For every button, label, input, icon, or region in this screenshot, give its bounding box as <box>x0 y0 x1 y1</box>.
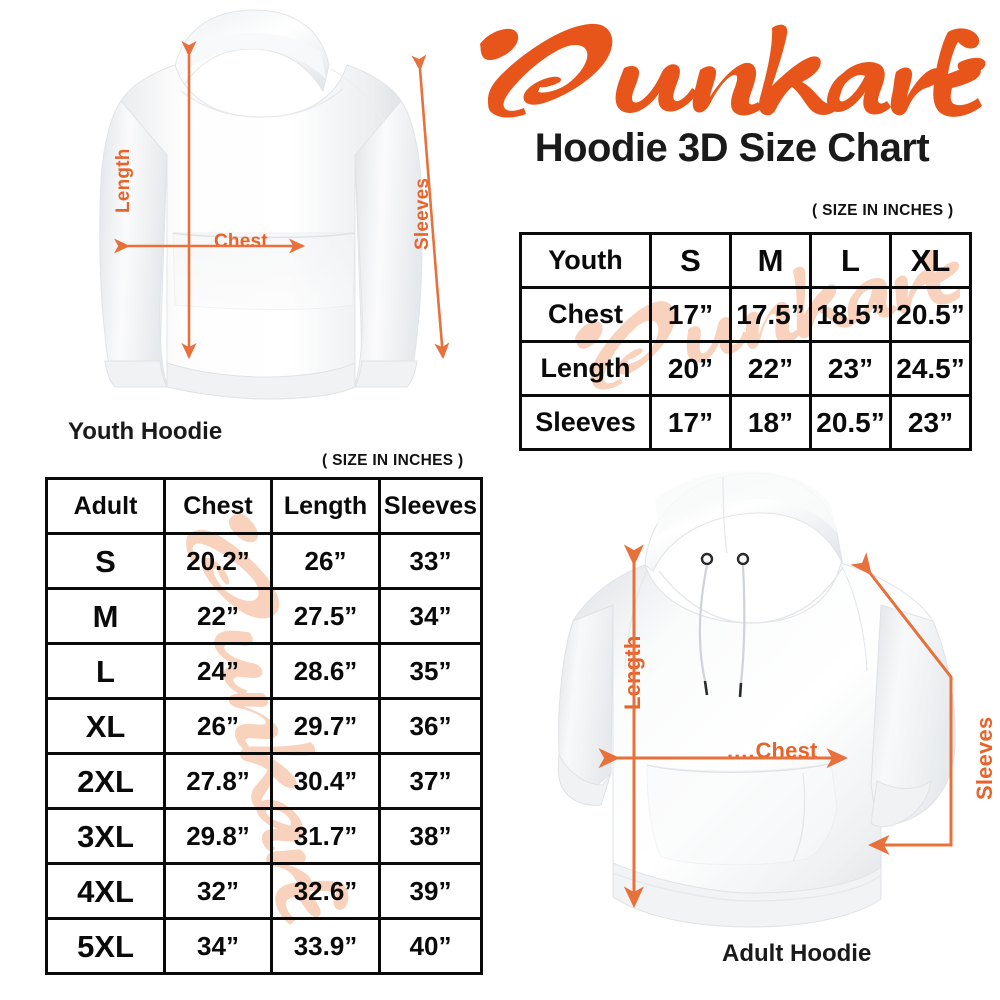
adult-cell: 30.4” <box>270 752 381 810</box>
adult-cell: 26” <box>163 697 273 755</box>
adult-col-header: Sleeves <box>378 477 483 535</box>
adult-cell: 33.9” <box>270 917 381 975</box>
youth-size-table: Youth S M L XL Chest 17” 17.5” 18.5” 20.… <box>519 232 972 451</box>
youth-cell: 20.5” <box>889 286 972 343</box>
adult-cell: 32.6” <box>270 862 381 920</box>
table-row: Adult Chest Length Sleeves <box>45 477 483 535</box>
adult-cell: 31.7” <box>270 807 381 865</box>
adult-cell: 36” <box>378 697 483 755</box>
table-row: 4XL 32” 32.6” 39” <box>45 862 483 920</box>
youth-col-header: M <box>729 232 812 289</box>
adult-cell: 28.6” <box>270 642 381 700</box>
youth-cell: 18” <box>729 394 812 451</box>
youth-row-label: Sleeves <box>519 394 652 451</box>
youth-cell: 24.5” <box>889 340 972 397</box>
youth-hoodie-caption: Youth Hoodie <box>68 418 223 445</box>
adult-corner-label: Adult <box>45 477 166 535</box>
table-row: Length 20” 22” 23” 24.5” <box>519 340 972 397</box>
table-row: 5XL 34” 33.9” 40” <box>45 917 483 975</box>
adult-col-header: Length <box>270 477 381 535</box>
adult-hoodie-illustration <box>555 455 1000 945</box>
adult-cell: 29.7” <box>270 697 381 755</box>
youth-cell: 20” <box>649 340 732 397</box>
table-row: L 24” 28.6” 35” <box>45 642 483 700</box>
youth-cell: 23” <box>809 340 892 397</box>
adult-cell: 20.2” <box>163 532 273 590</box>
youth-cell: 23” <box>889 394 972 451</box>
table-row: 2XL 27.8” 30.4” 37” <box>45 752 483 810</box>
youth-size-unit-note: ( SIZE IN INCHES ) <box>812 202 954 219</box>
youth-cell: 17” <box>649 394 732 451</box>
adult-cell: 27.8” <box>163 752 273 810</box>
table-row: Youth S M L XL <box>519 232 972 289</box>
adult-size-label: 2XL <box>45 752 166 810</box>
adult-col-header: Chest <box>163 477 273 535</box>
youth-cell: 17.5” <box>729 286 812 343</box>
adult-hoodie-caption: Adult Hoodie <box>722 940 872 967</box>
adult-size-label: S <box>45 532 166 590</box>
table-row: Sleeves 17” 18” 20.5” 23” <box>519 394 972 451</box>
youth-cell: 18.5” <box>809 286 892 343</box>
youth-cell: 20.5” <box>809 394 892 451</box>
adult-cell: 34” <box>378 587 483 645</box>
brand-logo: DunkarE <box>472 8 992 126</box>
adult-cell: 32” <box>163 862 273 920</box>
adult-cell: 38” <box>378 807 483 865</box>
adult-size-label: 5XL <box>45 917 166 975</box>
brand-wordmark-text: DunkarE <box>472 8 992 126</box>
adult-cell: 29.8” <box>163 807 273 865</box>
adult-size-table: Adult Chest Length Sleeves S 20.2” 26” 3… <box>45 477 483 975</box>
youth-col-header: S <box>649 232 732 289</box>
page-title: Hoodie 3D Size Chart <box>534 126 930 170</box>
youth-col-header: L <box>809 232 892 289</box>
adult-size-label: 3XL <box>45 807 166 865</box>
adult-cell: 26” <box>270 532 381 590</box>
adult-cell: 35” <box>378 642 483 700</box>
adult-size-unit-note: ( SIZE IN INCHES ) <box>322 452 464 469</box>
youth-measurement-arrows <box>113 40 450 360</box>
adult-cell: 39” <box>378 862 483 920</box>
youth-cell: 17” <box>649 286 732 343</box>
adult-cell: 37” <box>378 752 483 810</box>
youth-row-label: Chest <box>519 286 652 343</box>
youth-row-label: Length <box>519 340 652 397</box>
adult-cell: 34” <box>163 917 273 975</box>
adult-size-label: M <box>45 587 166 645</box>
adult-cell: 22” <box>163 587 273 645</box>
table-row: M 22” 27.5” 34” <box>45 587 483 645</box>
adult-cell: 40” <box>378 917 483 975</box>
adult-cell: 27.5” <box>270 587 381 645</box>
adult-cell: 33” <box>378 532 483 590</box>
adult-size-label: L <box>45 642 166 700</box>
table-row: S 20.2” 26” 33” <box>45 532 483 590</box>
youth-cell: 22” <box>729 340 812 397</box>
youth-col-header: XL <box>889 232 972 289</box>
adult-size-label: XL <box>45 697 166 755</box>
table-row: 3XL 29.8” 31.7” 38” <box>45 807 483 865</box>
adult-size-label: 4XL <box>45 862 166 920</box>
table-row: Chest 17” 17.5” 18.5” 20.5” <box>519 286 972 343</box>
table-row: XL 26” 29.7” 36” <box>45 697 483 755</box>
adult-cell: 24” <box>163 642 273 700</box>
adult-measurement-arrows <box>598 544 953 909</box>
youth-corner-label: Youth <box>519 232 652 289</box>
